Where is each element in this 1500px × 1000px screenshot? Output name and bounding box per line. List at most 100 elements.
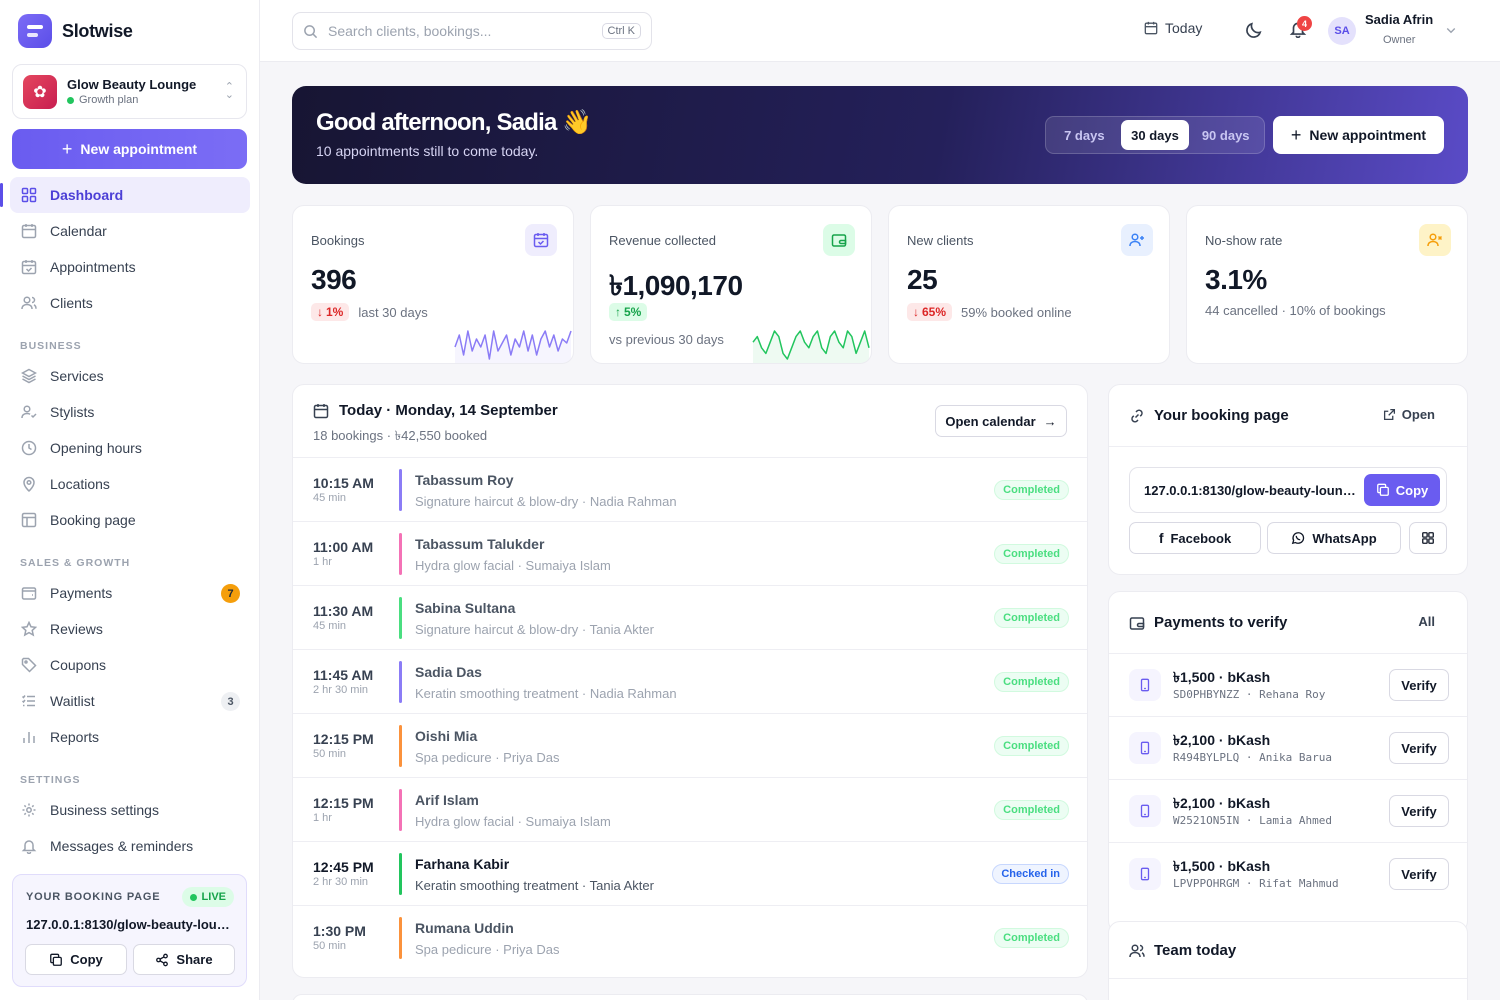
new-appointment-button[interactable]: + New appointment: [12, 129, 247, 169]
appointment-duration: 1 hr: [313, 812, 332, 824]
verify-button[interactable]: Verify: [1389, 858, 1449, 890]
service-color-bar: [399, 917, 402, 959]
divider: [1109, 446, 1467, 447]
sidebar-item-label: Opening hours: [50, 440, 142, 456]
business-switcher[interactable]: ✿ Glow Beauty Lounge Growth plan ⌃ ⌄: [12, 64, 247, 119]
sidebar-item-services[interactable]: Services: [10, 358, 250, 394]
verify-button[interactable]: Verify: [1389, 732, 1449, 764]
sidebar-item-booking-page[interactable]: Booking page: [10, 502, 250, 538]
open-booking-page-link[interactable]: Open: [1383, 407, 1435, 422]
avatar[interactable]: SA: [1328, 17, 1356, 45]
transaction-id: LPVPPOHRGM: [1173, 877, 1240, 890]
sidebar-item-reviews[interactable]: Reviews: [10, 611, 250, 647]
chevron-up-down-icon: ⌃ ⌄: [224, 81, 234, 101]
moon-icon[interactable]: [1245, 21, 1263, 39]
stat-card-revenue[interactable]: Revenue collected ৳1,090,170 ↑ 5% vs prev…: [590, 205, 872, 364]
user-name[interactable]: Sadia Afrin: [1365, 12, 1434, 27]
calendar-icon: [313, 403, 329, 418]
layout-icon: [20, 511, 38, 529]
sidebar-item-waitlist[interactable]: Waitlist 3: [10, 683, 250, 719]
verify-button[interactable]: Verify: [1389, 669, 1449, 701]
nav-section-settings: SETTINGS: [20, 774, 81, 786]
sidebar-item-stylists[interactable]: Stylists: [10, 394, 250, 430]
hero-new-appointment-button[interactable]: + New appointment: [1273, 116, 1444, 154]
arrow-down-icon: ↓: [317, 305, 323, 319]
range-7-days[interactable]: 7 days: [1064, 127, 1105, 143]
chevron-down-icon[interactable]: [1445, 24, 1457, 36]
table-row[interactable]: 11:45 AM 2 hr 30 min Sadia Das Keratin s…: [293, 649, 1087, 713]
table-row[interactable]: 12:45 PM 2 hr 30 min Farhana Kabir Kerat…: [293, 841, 1087, 905]
sidebar-share-button[interactable]: Share: [133, 944, 235, 975]
sidebar-item-reports[interactable]: Reports: [10, 719, 250, 755]
payment-amount: ৳2,100 · bKash: [1173, 732, 1271, 748]
search-input[interactable]: [328, 23, 592, 39]
sidebar-item-appointments[interactable]: Appointments: [10, 249, 250, 285]
bell-icon: [20, 837, 38, 855]
lotus-icon: ✿: [23, 74, 57, 109]
table-row[interactable]: 12:15 PM 1 hr Arif Islam Hydra glow faci…: [293, 777, 1087, 841]
sidebar-item-coupons[interactable]: Coupons: [10, 647, 250, 683]
stat-note: 59% booked online: [961, 304, 1072, 320]
table-row[interactable]: 11:30 AM 45 min Sabina Sultana Signature…: [293, 585, 1087, 649]
status-badge: Completed: [994, 800, 1069, 820]
sidebar-item-calendar[interactable]: Calendar: [10, 213, 250, 249]
sidebar-item-locations[interactable]: Locations: [10, 466, 250, 502]
appointment-duration: 1 hr: [313, 556, 332, 568]
payment-reference: R494BYLPLQ · Anika Barua: [1173, 751, 1332, 764]
table-row[interactable]: 11:00 AM 1 hr Tabassum Talukder Hydra gl…: [293, 521, 1087, 585]
verify-button[interactable]: Verify: [1389, 795, 1449, 827]
sidebar-item-dashboard[interactable]: Dashboard: [0, 177, 250, 213]
next-panel-edge: [292, 994, 1088, 1000]
service-detail: Signature haircut & blow-dry · Tania Akt…: [415, 622, 654, 637]
nav-section-sales: SALES & GROWTH: [20, 557, 131, 569]
sparkline-area: [753, 331, 869, 363]
sidebar-item-payments[interactable]: Payments 7: [10, 575, 250, 611]
appointment-duration: 45 min: [313, 620, 347, 632]
table-row[interactable]: 1:30 PM 50 min Rumana Uddin Spa pedicure…: [293, 905, 1087, 969]
sidebar-item-opening-hours[interactable]: Opening hours: [10, 430, 250, 466]
plus-icon: +: [1290, 124, 1302, 145]
stat-label: Revenue collected: [609, 233, 716, 248]
revenue-sparkline: [752, 330, 870, 363]
share-facebook-button[interactable]: f Facebook: [1129, 522, 1261, 554]
qr-code-button[interactable]: [1409, 522, 1447, 554]
sidebar-item-clients[interactable]: Clients: [10, 285, 250, 321]
search-shortcut: Ctrl K: [601, 23, 641, 39]
stat-card-new-clients[interactable]: New clients 25 ↓ 65% 59% booked online: [888, 205, 1170, 364]
service-color-bar: [399, 853, 402, 895]
copy-icon: [50, 953, 63, 966]
range-30-days[interactable]: 30 days: [1120, 120, 1190, 150]
list-icon: [20, 692, 38, 710]
payment-amount: ৳1,500 · bKash: [1173, 858, 1271, 874]
transaction-id: SD0PHBYNZZ: [1173, 688, 1240, 701]
table-row[interactable]: 12:15 PM 50 min Oishi Mia Spa pedicure ·…: [293, 713, 1087, 777]
sidebar-item-messages[interactable]: Messages & reminders: [10, 828, 250, 864]
greeting-subtitle: 10 appointments still to come today.: [316, 143, 539, 159]
booking-page-header: Your booking page: [1129, 407, 1289, 424]
service-color-bar: [399, 597, 402, 639]
status-badge: Completed: [994, 736, 1069, 756]
user-role: Owner: [1383, 34, 1416, 46]
brand[interactable]: Slotwise: [18, 14, 133, 48]
range-90-days[interactable]: 90 days: [1201, 127, 1250, 143]
sidebar-item-label: Reports: [50, 729, 100, 745]
booking-url-field[interactable]: 127.0.0.1:8130/glow-beauty-lounge Copy: [1129, 467, 1447, 513]
stat-note: 44 cancelled · 10% of bookings: [1205, 303, 1386, 318]
table-row[interactable]: 10:15 AM 45 min Tabassum Roy Signature h…: [293, 457, 1087, 521]
payer-name: Rehana Roy: [1259, 688, 1326, 701]
map-pin-icon: [20, 475, 38, 493]
search-box[interactable]: Ctrl K: [292, 12, 652, 50]
stat-card-no-show[interactable]: No-show rate 3.1% 44 cancelled · 10% of …: [1186, 205, 1468, 364]
sidebar: Slotwise ✿ Glow Beauty Lounge Growth pla…: [0, 0, 260, 1000]
share-whatsapp-button[interactable]: WhatsApp: [1267, 522, 1401, 554]
sidebar-item-business-settings[interactable]: Business settings: [10, 792, 250, 828]
payment-reference: W2521ON5IN · Lamia Ahmed: [1173, 814, 1332, 827]
stat-change-row: ↓ 1% last 30 days: [311, 303, 428, 321]
today-button[interactable]: Today: [1144, 20, 1202, 36]
copy-url-button[interactable]: Copy: [1364, 474, 1440, 506]
stat-card-bookings[interactable]: Bookings 396 ↓ 1% last 30 days: [292, 205, 574, 364]
open-calendar-button[interactable]: Open calendar →: [935, 405, 1067, 437]
sidebar-copy-button[interactable]: Copy: [25, 944, 127, 975]
view-all-payments-link[interactable]: All: [1418, 614, 1435, 629]
sidebar-item-label: Stylists: [50, 404, 95, 420]
